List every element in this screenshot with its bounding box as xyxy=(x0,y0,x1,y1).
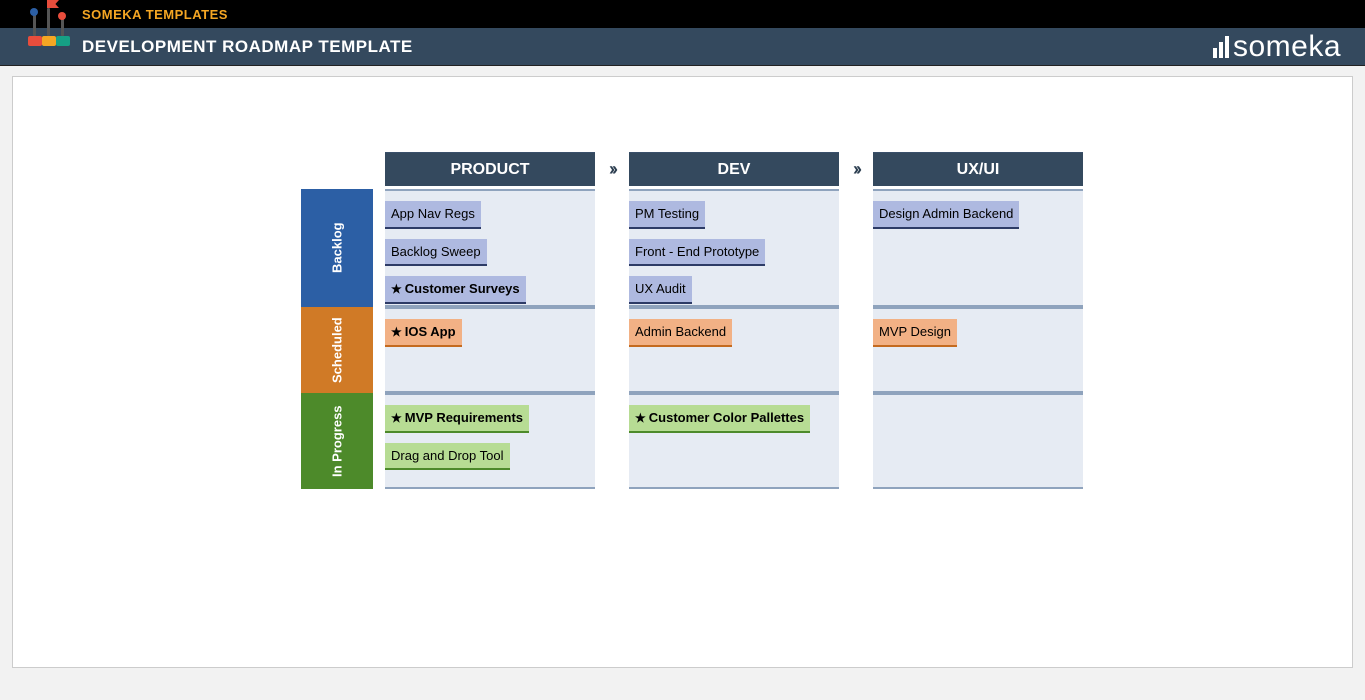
lane-cell xyxy=(873,393,1083,489)
task-card[interactable]: UX Audit xyxy=(629,276,692,304)
task-label: Customer Color Pallettes xyxy=(649,410,804,425)
task-label: MVP Design xyxy=(879,324,951,339)
brand-bar: SOMEKA TEMPLATES xyxy=(0,0,1365,28)
task-label: Customer Surveys xyxy=(405,281,520,296)
task-card[interactable]: MVP Design xyxy=(873,319,957,347)
lane-row: ★IOS App Admin Backend MVP Design xyxy=(385,307,1083,393)
task-label: Drag and Drop Tool xyxy=(391,448,504,463)
lane-cell: ★Customer Color Pallettes xyxy=(629,393,839,489)
task-card[interactable]: ★IOS App xyxy=(385,319,462,347)
task-card[interactable]: ★Customer Surveys xyxy=(385,276,526,304)
task-label: PM Testing xyxy=(635,206,699,221)
task-card[interactable]: App Nav Regs xyxy=(385,201,481,229)
lane-cell: App Nav Regs Backlog Sweep ★Customer Surve… xyxy=(385,189,595,307)
star-icon: ★ xyxy=(391,411,402,425)
task-card[interactable]: Admin Backend xyxy=(629,319,732,347)
task-label: IOS App xyxy=(405,324,456,339)
chevron-right-icon: ›› xyxy=(595,159,629,180)
roadmap-logo-icon xyxy=(28,6,72,46)
task-card[interactable]: PM Testing xyxy=(629,201,705,229)
task-card[interactable]: Drag and Drop Tool xyxy=(385,443,510,471)
chevron-right-icon: ›› xyxy=(839,159,873,180)
task-card[interactable]: Front - End Prototype xyxy=(629,239,765,267)
lane-row: App Nav Regs Backlog Sweep ★Customer Surve… xyxy=(385,189,1083,307)
row-label-inprogress: In Progress xyxy=(301,393,373,489)
someka-logo-icon xyxy=(1213,36,1229,58)
roadmap-canvas: PRODUCT››DEV››UX/UI BacklogScheduledIn P… xyxy=(12,76,1353,668)
task-label: Front - End Prototype xyxy=(635,244,759,259)
task-card[interactable]: Design Admin Backend xyxy=(873,201,1019,229)
task-label: Design Admin Backend xyxy=(879,206,1013,221)
lane-cell: Design Admin Backend xyxy=(873,189,1083,307)
page-title: DEVELOPMENT ROADMAP TEMPLATE xyxy=(82,37,413,57)
task-card[interactable]: Backlog Sweep xyxy=(385,239,487,267)
brand-text: SOMEKA TEMPLATES xyxy=(82,7,228,22)
lane-cell: MVP Design xyxy=(873,307,1083,393)
lane-row: ★MVP RequirementsDrag and Drop Tool★Cust… xyxy=(385,393,1083,489)
star-icon: ★ xyxy=(391,282,402,296)
task-label: Admin Backend xyxy=(635,324,726,339)
task-label: App Nav Regs xyxy=(391,206,475,221)
task-label: UX Audit xyxy=(635,281,686,296)
task-card[interactable]: ★MVP Requirements xyxy=(385,405,529,433)
task-card[interactable]: ★Customer Color Pallettes xyxy=(629,405,810,433)
someka-logo: someka xyxy=(1213,32,1341,62)
row-label-backlog: Backlog xyxy=(301,189,373,307)
lane-cell: ★MVP Requirements Drag and Drop Tool xyxy=(385,393,595,489)
lane-cell: Admin Backend xyxy=(629,307,839,393)
someka-logo-text: someka xyxy=(1233,32,1341,62)
star-icon: ★ xyxy=(391,325,402,339)
task-label: Backlog Sweep xyxy=(391,244,481,259)
column-headers: PRODUCT››DEV››UX/UI xyxy=(385,152,1083,186)
task-label: MVP Requirements xyxy=(405,410,523,425)
column-header: UX/UI xyxy=(873,152,1083,186)
column-header: PRODUCT xyxy=(385,152,595,186)
column-header: DEV xyxy=(629,152,839,186)
row-label-scheduled: Scheduled xyxy=(301,307,373,393)
star-icon: ★ xyxy=(635,411,646,425)
lane-cell: PM Testing Front - End Prototype UX Audit xyxy=(629,189,839,307)
lane-cell: ★IOS App xyxy=(385,307,595,393)
title-bar: DEVELOPMENT ROADMAP TEMPLATE someka xyxy=(0,28,1365,66)
